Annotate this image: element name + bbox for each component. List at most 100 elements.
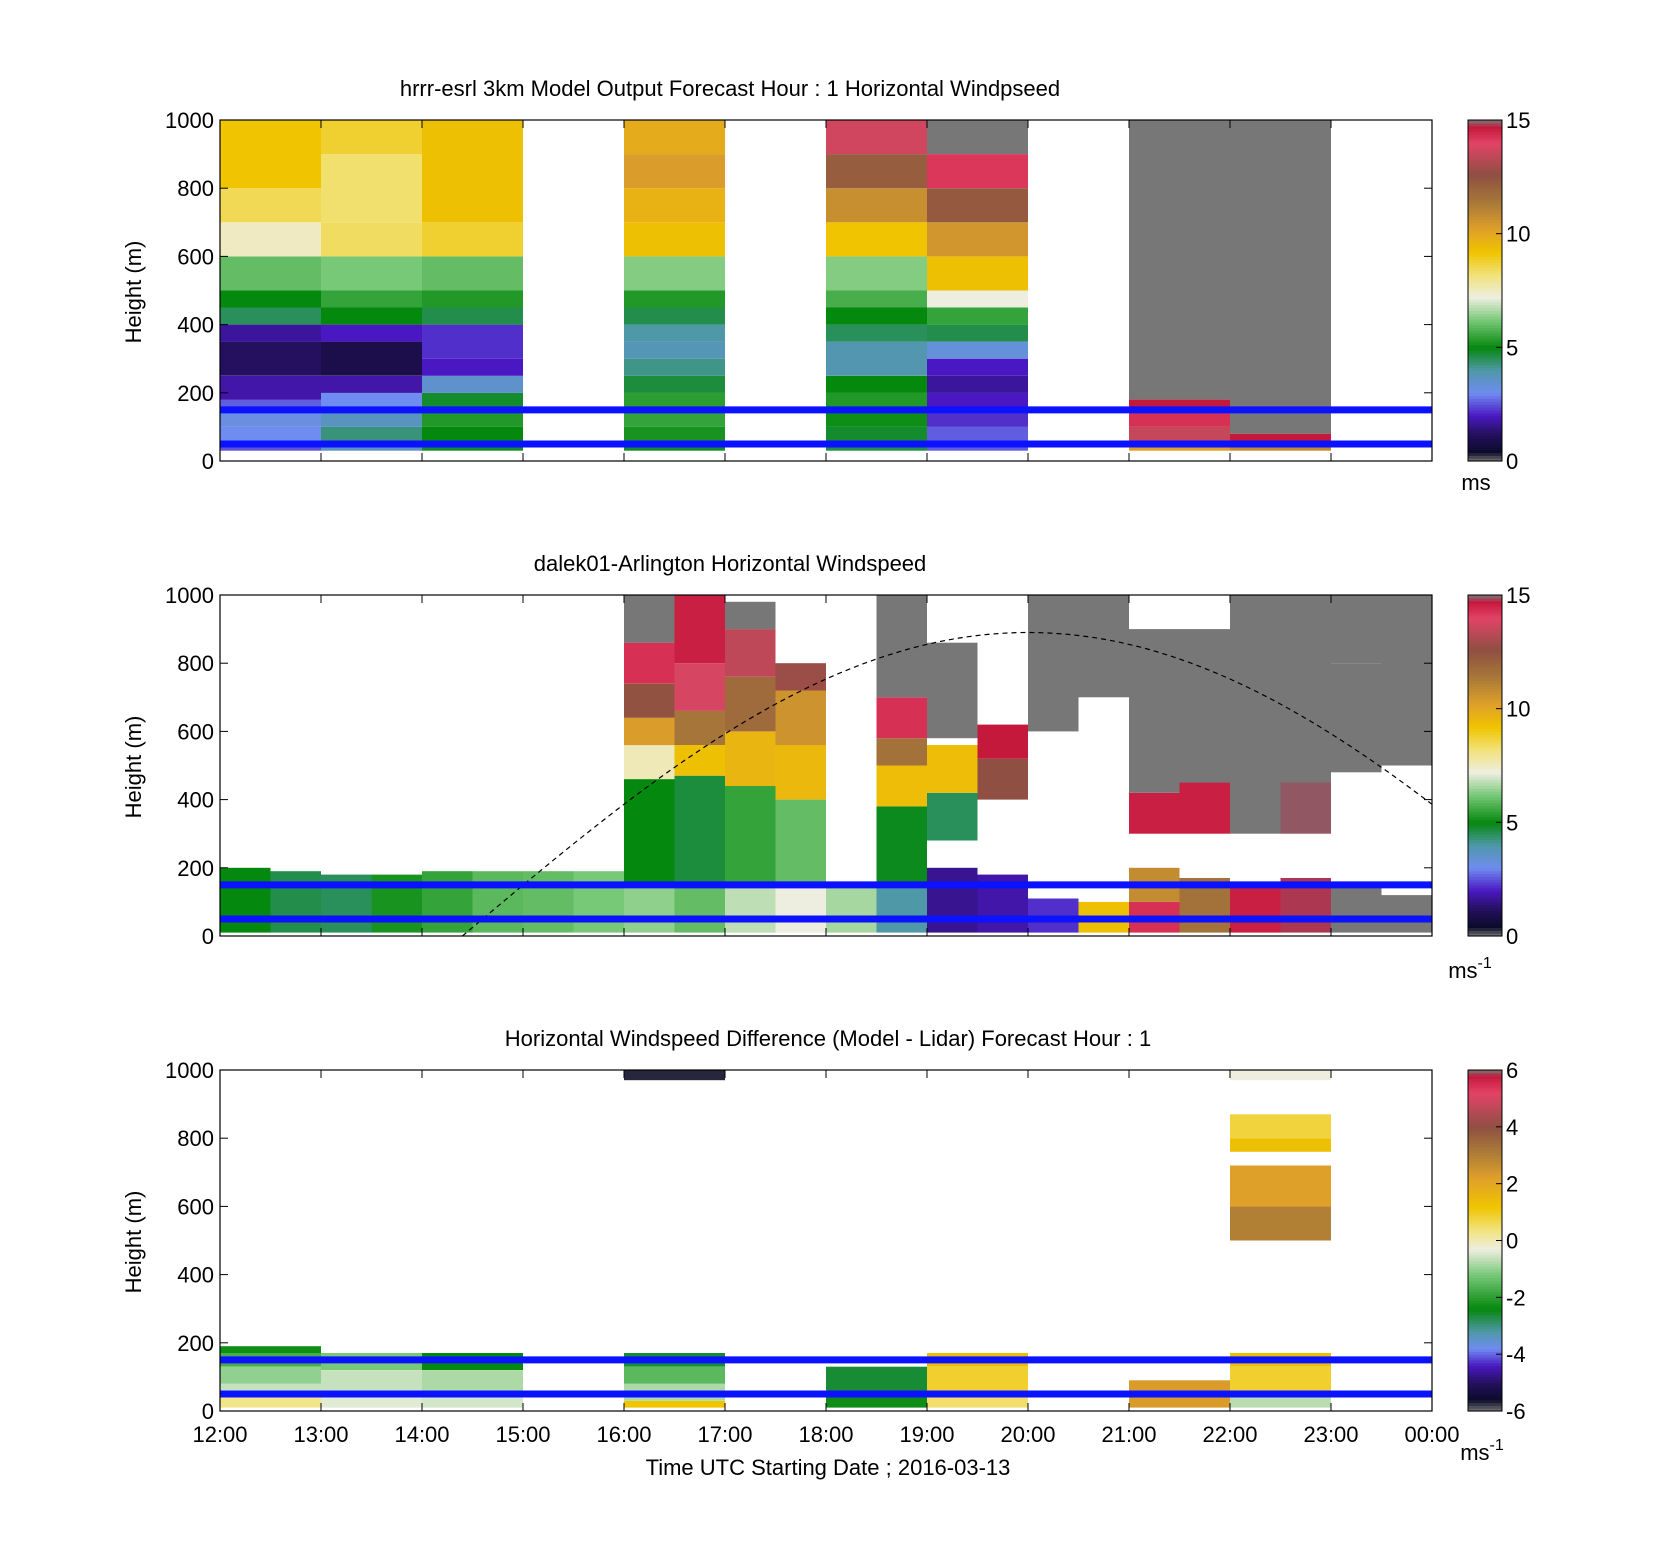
- heatmap-cell: [927, 1366, 1028, 1394]
- colorbar-segment: [1468, 711, 1502, 715]
- colorbar-segment: [1468, 389, 1502, 394]
- heatmap-cell: [1230, 595, 1281, 766]
- heatmap-cell: [624, 683, 675, 718]
- colorbar-segment: [1468, 432, 1502, 437]
- heatmap-cell: [624, 307, 725, 325]
- heatmap-cell: [220, 120, 321, 189]
- heatmap-cell: [321, 154, 422, 223]
- colorbar-segment: [1468, 381, 1502, 385]
- colorbar-segment: [1468, 441, 1502, 445]
- colorbar-segment: [1468, 1345, 1502, 1350]
- colorbar-segment: [1468, 680, 1502, 684]
- colorbar-segment: [1468, 1280, 1502, 1284]
- heatmap-cell: [321, 375, 422, 393]
- colorbar-segment: [1468, 1342, 1502, 1347]
- y-tick-label: 200: [177, 1331, 214, 1356]
- colorbar-segment: [1468, 1320, 1502, 1324]
- heatmap-cell: [573, 871, 624, 933]
- heatmap-cell: [826, 324, 927, 342]
- colorbar-segment: [1468, 1322, 1502, 1327]
- panel-title: dalek01-Arlington Horizontal Windspeed: [534, 551, 927, 576]
- colorbar-segment: [1468, 825, 1502, 829]
- colorbar-segment: [1468, 301, 1502, 306]
- heatmap-cell: [220, 375, 321, 400]
- heatmap-cell: [1381, 895, 1432, 933]
- colorbar-segment: [1468, 765, 1502, 769]
- colorbar-segment: [1468, 918, 1502, 923]
- colorbar-segment: [1468, 595, 1502, 599]
- x-tick-label: 23:00: [1303, 1422, 1358, 1447]
- heatmap-cell: [624, 717, 675, 746]
- colorbar-segment: [1468, 162, 1502, 167]
- colorbar-segment: [1468, 1186, 1502, 1190]
- heatmap-cell: [1230, 884, 1281, 933]
- heatmap-cell: [927, 256, 1028, 291]
- colorbar-segment: [1468, 688, 1502, 693]
- colorbar-segment: [1468, 845, 1502, 849]
- x-tick-label: 21:00: [1101, 1422, 1156, 1447]
- colorbar-segment: [1468, 1328, 1502, 1333]
- colorbar-segment: [1468, 788, 1502, 792]
- colorbar-segment: [1468, 173, 1502, 178]
- colorbar-segment: [1468, 668, 1502, 673]
- heatmap-cell: [523, 871, 574, 933]
- colorbar-segment: [1468, 179, 1502, 184]
- colorbar-segment: [1468, 401, 1502, 405]
- colorbar-tick-label: 6: [1506, 1058, 1518, 1083]
- colorbar-segment: [1468, 600, 1502, 605]
- heatmap-cell: [624, 426, 725, 444]
- colorbar-segment: [1468, 1243, 1502, 1247]
- colorbar-segment: [1468, 1379, 1502, 1384]
- colorbar-segment: [1468, 1155, 1502, 1159]
- colorbar-segment: [1468, 742, 1502, 747]
- colorbar-segment: [1468, 1240, 1502, 1244]
- lidar-windspeed-panel: dalek01-Arlington Horizontal Windspeed H…: [121, 551, 1530, 983]
- colorbar-segment: [1468, 1337, 1502, 1341]
- heatmap-cell: [422, 426, 523, 444]
- colorbar-segment: [1468, 1075, 1502, 1080]
- x-tick-label: 13:00: [293, 1422, 348, 1447]
- heatmap-cell: [220, 290, 321, 308]
- heatmap-plot-area: 0 200 400 600 800 1000: [165, 1058, 1433, 1424]
- colorbar-segment: [1468, 1405, 1502, 1409]
- colorbar-segment: [1468, 424, 1502, 428]
- colorbar-segment: [1468, 930, 1502, 934]
- heatmap-cell: [1129, 409, 1230, 427]
- colorbar-unit: ms-1: [1448, 955, 1492, 983]
- colorbar-segment: [1468, 870, 1502, 875]
- heatmap-cell: [977, 758, 1028, 800]
- heatmap-cell: [321, 324, 422, 342]
- colorbar-segment: [1468, 901, 1502, 906]
- y-tick-label: 1000: [165, 583, 214, 608]
- colorbar-frame: [1467, 119, 1503, 462]
- heatmap-cell: [1230, 1206, 1331, 1241]
- colorbar-segment: [1468, 717, 1502, 721]
- colorbar-segment: [1468, 1098, 1502, 1102]
- y-tick-label: 800: [177, 176, 214, 201]
- colorbar-segment: [1468, 771, 1502, 775]
- heatmap-cell: [927, 222, 1028, 257]
- colorbar-segment: [1468, 1132, 1502, 1136]
- colorbar-segment: [1468, 239, 1502, 243]
- heatmap-cell: [624, 256, 725, 291]
- colorbar-segment: [1468, 279, 1502, 283]
- colorbar-segment: [1468, 443, 1502, 448]
- colorbar-segment: [1468, 756, 1502, 761]
- colorbar-segment: [1468, 1257, 1502, 1261]
- colorbar-segment: [1468, 1396, 1502, 1401]
- colorbar-segment: [1468, 1209, 1502, 1213]
- colorbar-segment: [1468, 247, 1502, 252]
- colorbar-segment: [1468, 816, 1502, 821]
- colorbar-segment: [1468, 1203, 1502, 1207]
- colorbar-segment: [1468, 284, 1502, 289]
- colorbar-segment: [1468, 819, 1502, 823]
- colorbar-segment: [1468, 418, 1502, 422]
- x-tick-labels: 12:00 13:00 14:00 15:00 16:00 17:00 18:00 19:00…: [192, 1422, 1459, 1447]
- colorbar-segment: [1468, 1317, 1502, 1321]
- heatmap-cell: [826, 290, 927, 308]
- colorbar-segment: [1468, 1121, 1502, 1125]
- heatmap-cell: [1230, 765, 1281, 834]
- colorbar-segment: [1468, 1348, 1502, 1352]
- colorbar-segment: [1468, 355, 1502, 360]
- heatmap-cell: [775, 884, 826, 933]
